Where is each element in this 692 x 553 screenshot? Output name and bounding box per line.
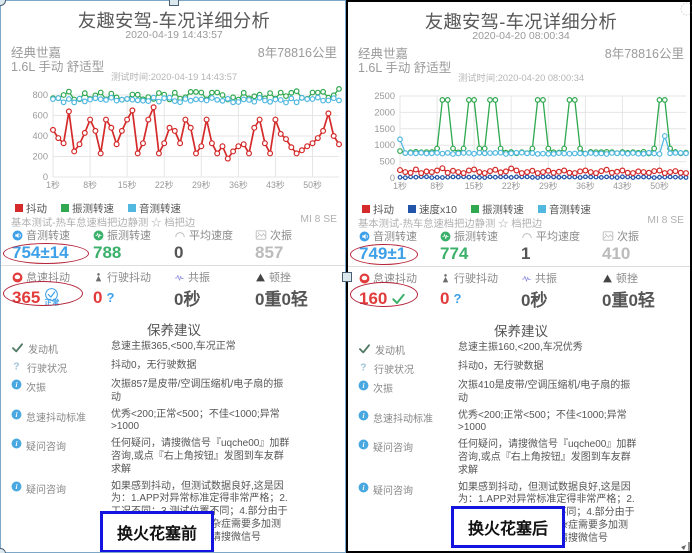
svg-text:i: i <box>16 381 18 389</box>
svg-text:i: i <box>363 382 365 390</box>
svg-text:200: 200 <box>32 152 48 162</box>
svg-text:i: i <box>363 412 365 420</box>
svg-text:1500: 1500 <box>374 124 395 134</box>
svg-text:29秒: 29秒 <box>539 180 558 191</box>
svg-text:800: 800 <box>32 90 48 100</box>
svg-text:22秒: 22秒 <box>155 179 174 190</box>
svg-text:29秒: 29秒 <box>192 179 211 190</box>
svg-text:1秒: 1秒 <box>46 179 60 190</box>
svg-text:1000: 1000 <box>374 140 395 150</box>
svg-text:43秒: 43秒 <box>266 179 285 190</box>
svg-text:43秒: 43秒 <box>613 180 632 191</box>
svg-text:22秒: 22秒 <box>502 180 521 191</box>
svg-text:50秒: 50秒 <box>650 180 669 191</box>
svg-text:600: 600 <box>32 111 48 121</box>
svg-text:50秒: 50秒 <box>303 179 322 190</box>
svg-text:i: i <box>16 483 18 491</box>
svg-text:i: i <box>363 441 365 449</box>
svg-text:?: ? <box>13 362 19 372</box>
svg-text:8秒: 8秒 <box>83 179 97 190</box>
svg-text:400: 400 <box>32 131 48 141</box>
svg-text:i: i <box>363 484 365 492</box>
svg-text:2500: 2500 <box>374 91 395 101</box>
svg-text:15秒: 15秒 <box>118 179 137 190</box>
svg-text:?: ? <box>360 363 366 373</box>
svg-text:i: i <box>16 411 18 419</box>
svg-text:500: 500 <box>379 157 395 167</box>
svg-text:1秒: 1秒 <box>393 180 407 191</box>
svg-text:2000: 2000 <box>374 107 395 117</box>
svg-text:8秒: 8秒 <box>430 180 444 191</box>
svg-text:36秒: 36秒 <box>229 179 248 190</box>
svg-text:i: i <box>16 440 18 448</box>
svg-text:36秒: 36秒 <box>576 180 595 191</box>
svg-text:15秒: 15秒 <box>465 180 484 191</box>
